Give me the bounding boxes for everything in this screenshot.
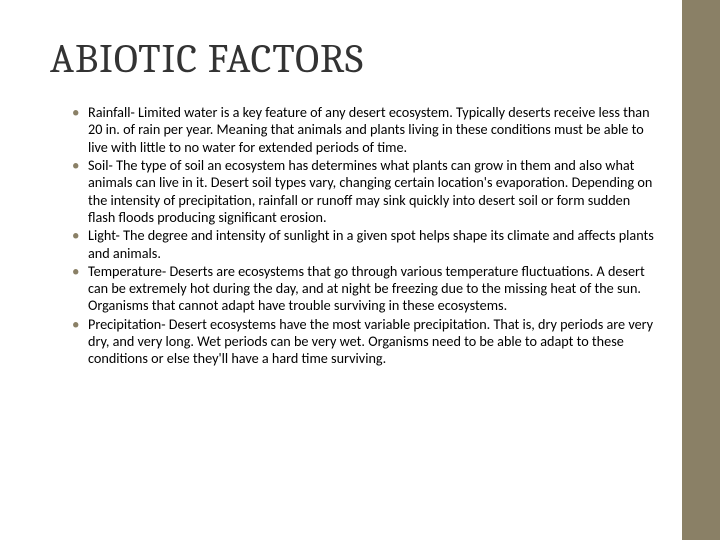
bullet-item: Rainfall- Limited water is a key feature… (72, 104, 660, 156)
accent-sidebar (682, 0, 720, 540)
bullet-list: Rainfall- Limited water is a key feature… (50, 104, 660, 368)
bullet-item: Soil- The type of soil an ecosystem has … (72, 157, 660, 226)
bullet-item: Light- The degree and intensity of sunli… (72, 227, 660, 262)
slide-title: ABIOTIC FACTORS (50, 36, 660, 82)
slide-content: ABIOTIC FACTORS Rainfall- Limited water … (0, 0, 720, 368)
bullet-item: Temperature- Deserts are ecosystems that… (72, 263, 660, 315)
bullet-item: Precipitation- Desert ecosystems have th… (72, 316, 660, 368)
